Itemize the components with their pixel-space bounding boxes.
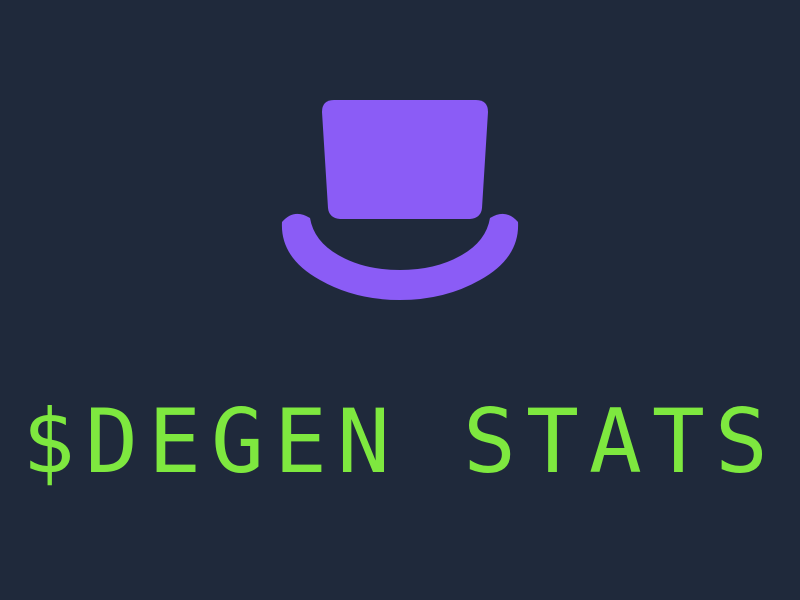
top-hat-icon [281, 100, 519, 300]
app-title: $DEGEN STATS [22, 390, 778, 493]
hat-brim [281, 213, 519, 300]
logo [270, 90, 530, 310]
hat-crown [322, 100, 488, 219]
